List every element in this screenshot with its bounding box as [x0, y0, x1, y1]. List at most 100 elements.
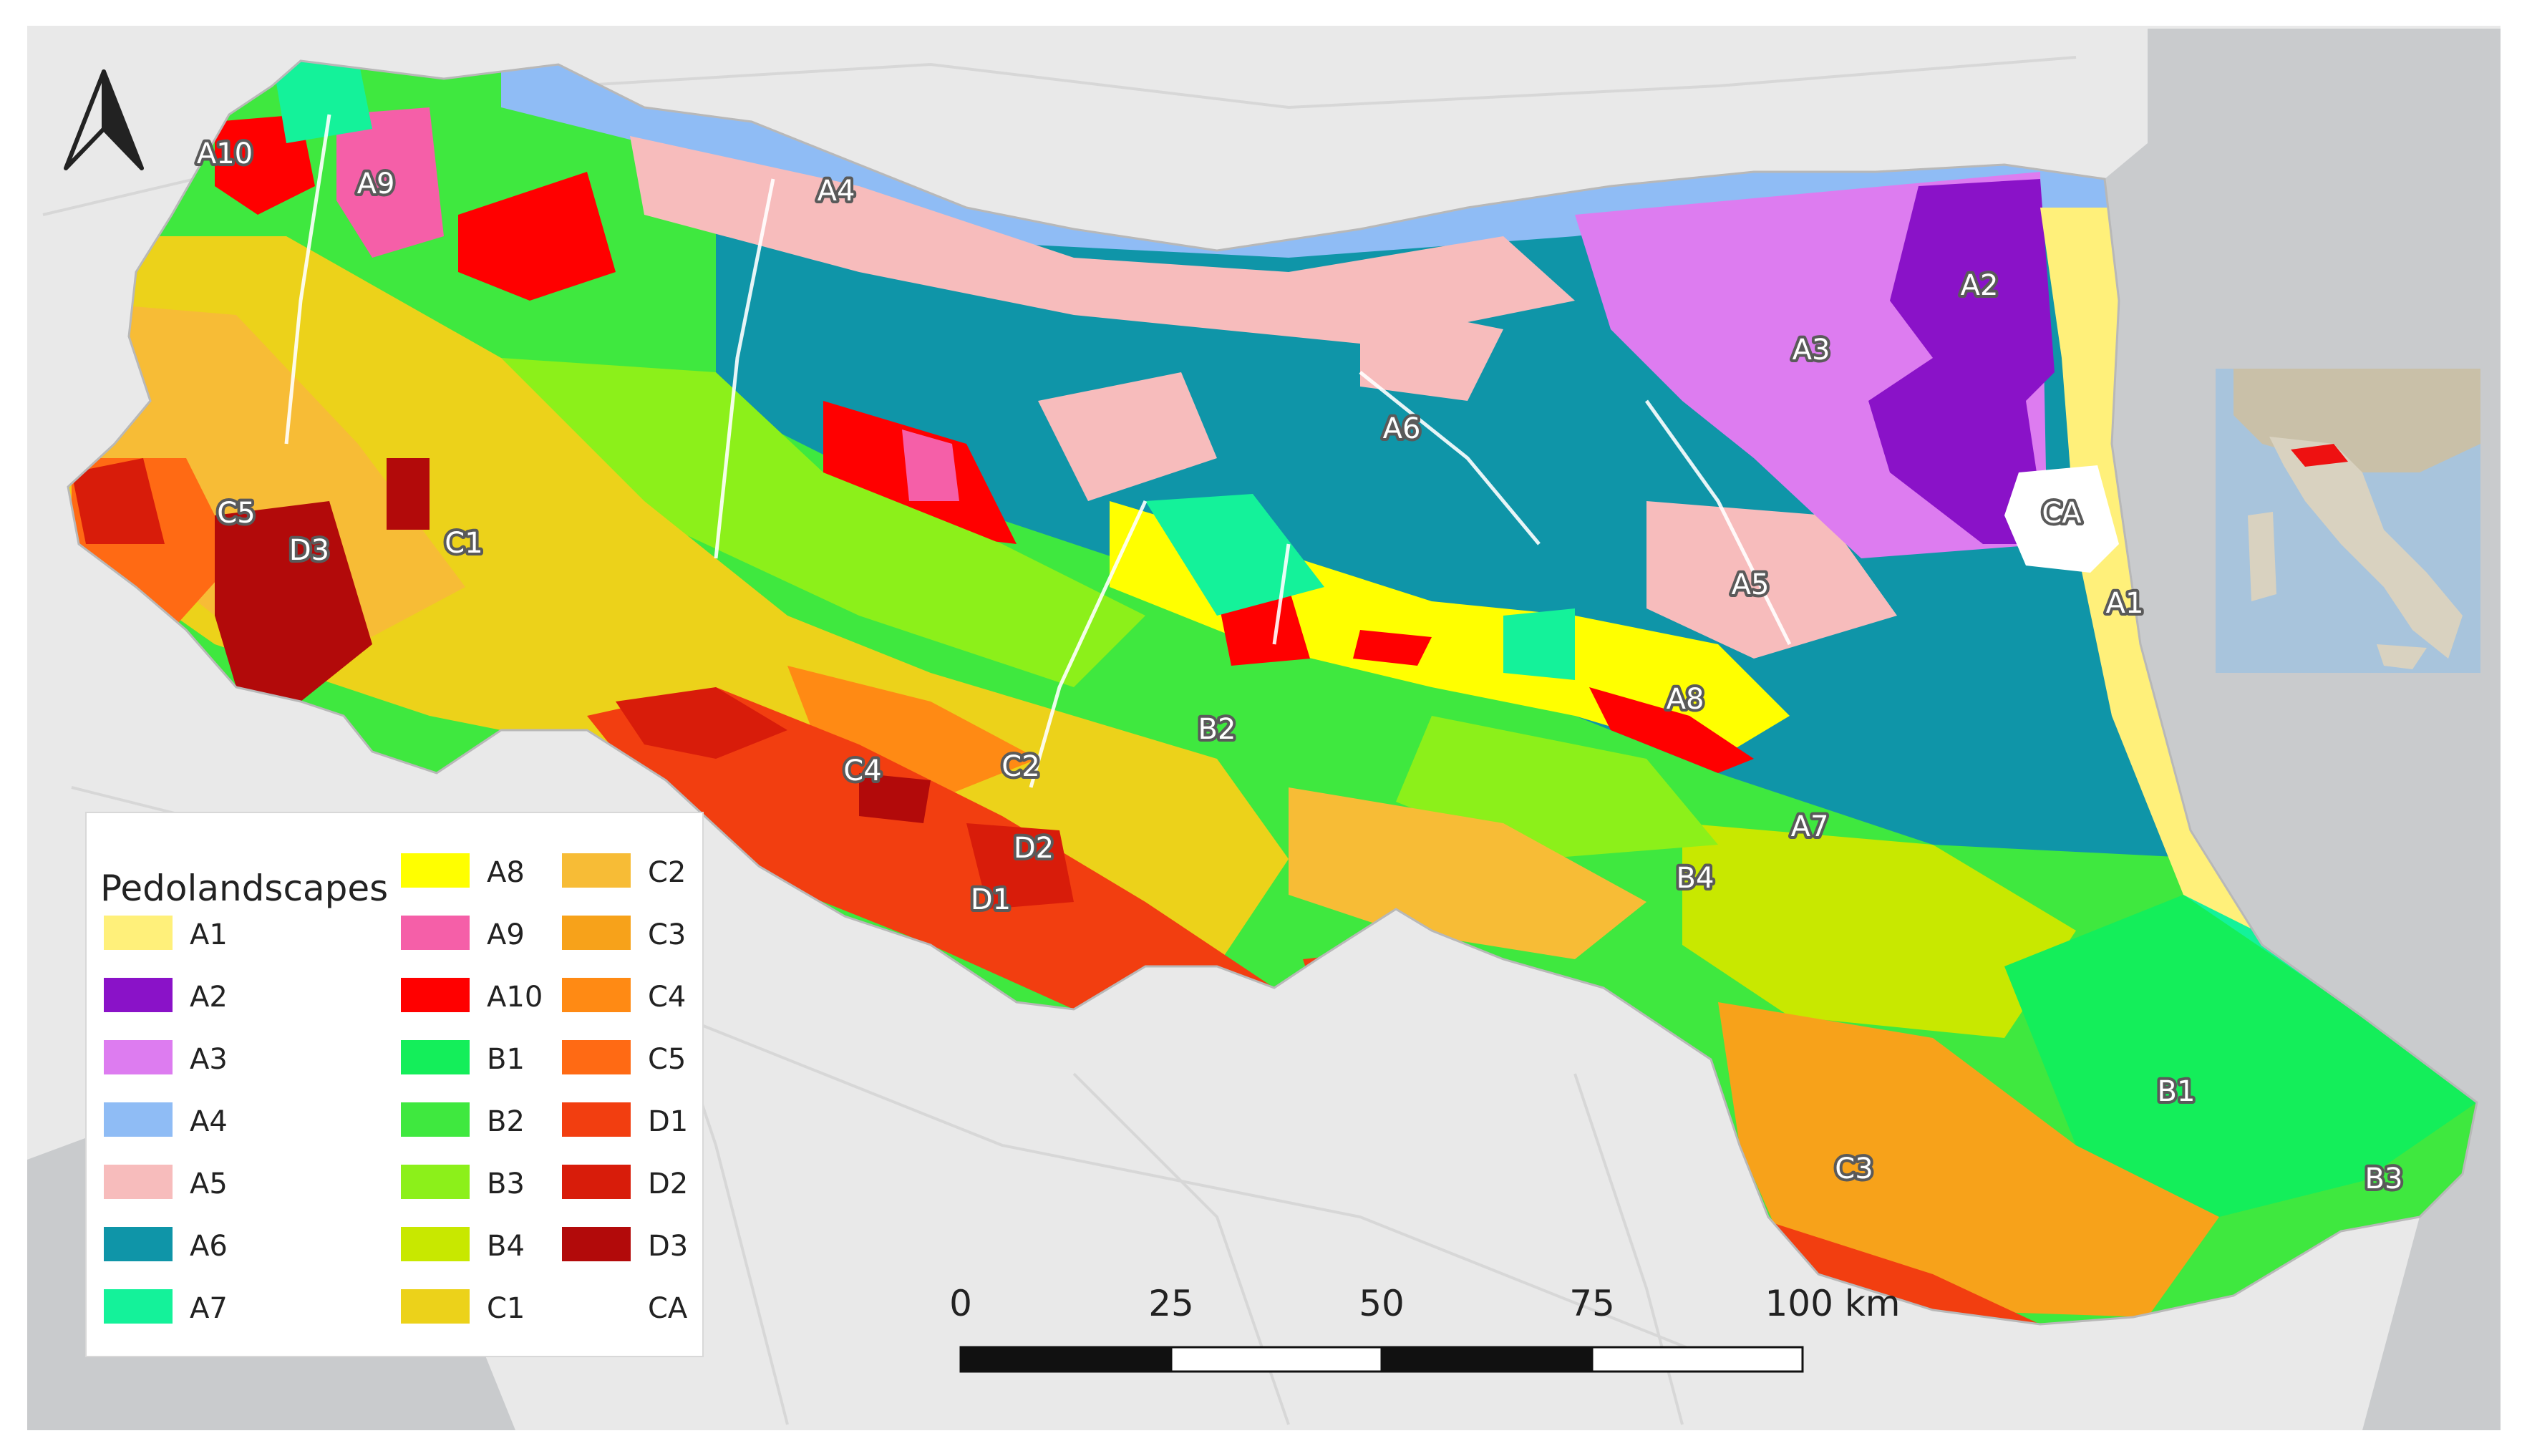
legend-label-ca: CA [648, 1292, 688, 1325]
legend-swatch-a1 [104, 916, 173, 950]
legend-label-a10: A10 [487, 981, 543, 1014]
zone-d1-east [1754, 1217, 2040, 1324]
map-label-a3: A3 [1793, 334, 1830, 367]
legend-label-a1: A1 [190, 918, 228, 951]
legend-swatch-a4 [104, 1102, 173, 1137]
legend-swatch-a6 [104, 1227, 173, 1261]
legend-swatch-c1 [401, 1289, 470, 1324]
legend-label-a7: A7 [190, 1292, 228, 1325]
zone-a9 [336, 107, 444, 258]
zone-d3 [215, 501, 372, 702]
legend-label-a9: A9 [487, 918, 525, 951]
zone-c3 [1718, 1002, 2219, 1317]
map-label-b1: B1 [2158, 1075, 2196, 1108]
zone-a2 [1868, 179, 2055, 544]
legend-label-a6: A6 [190, 1230, 228, 1263]
zone-a7-1 [272, 61, 372, 143]
rivers [284, 114, 1792, 788]
scale-seg-4 [1591, 1346, 1804, 1373]
legend-label-b4: B4 [487, 1230, 525, 1263]
zone-b4 [1682, 823, 2076, 1038]
map-label-a7: A7 [1791, 810, 1829, 843]
scale-tick-50: 50 [1359, 1283, 1405, 1324]
map-label-b4: B4 [1677, 862, 1714, 895]
map-label-a1: A1 [2106, 587, 2144, 620]
zone-d2-1 [616, 687, 787, 759]
map-label-c1: C1 [445, 527, 482, 560]
legend-label-a5: A5 [190, 1168, 228, 1200]
zone-ca [2004, 465, 2119, 573]
legend-swatch-a8 [401, 853, 470, 888]
zone-a10-2 [458, 172, 616, 301]
zone-d2-west [72, 458, 165, 544]
legend-swatch-a10 [401, 978, 470, 1012]
legend-label-d1: D1 [648, 1105, 688, 1138]
legend-swatch-d3 [562, 1227, 631, 1261]
scale-tick-100: 100 km [1765, 1283, 1901, 1324]
legend-swatch-c5 [562, 1040, 631, 1074]
legend-label-c4: C4 [648, 981, 686, 1014]
map-label-d3: D3 [289, 534, 329, 567]
legend-label-b2: B2 [487, 1105, 525, 1138]
legend-swatch-a7 [104, 1289, 173, 1324]
legend-swatch-c2 [562, 853, 631, 888]
scale-seg-2 [1170, 1346, 1383, 1373]
zone-a10-5 [1353, 630, 1432, 666]
legend-swatch-c4 [562, 978, 631, 1012]
legend-items: A1 A2 A3 A4 A5 A6 A7 A8 A9 A10 B1 B2 B3 B4 C1 C2 C3 C4 C5 D… [104, 853, 688, 1325]
legend-swatch-b3 [401, 1165, 470, 1199]
legend-box [85, 812, 704, 1357]
zone-a7-3 [1503, 608, 1575, 680]
map-label-ca: CA [2042, 497, 2082, 530]
legend-label-a2: A2 [190, 981, 228, 1014]
legend-swatch-b4 [401, 1227, 470, 1261]
map-label-c5: C5 [217, 497, 255, 530]
map-label-a5: A5 [1732, 568, 1770, 601]
zone-a9-2 [902, 429, 959, 501]
scale-tick-75: 75 [1569, 1283, 1615, 1324]
legend-swatch-b1 [401, 1040, 470, 1074]
legend-label-d3: D3 [648, 1230, 688, 1263]
scale-seg-3 [1380, 1346, 1594, 1373]
legend-label-d2: D2 [648, 1168, 688, 1200]
map-label-a4: A4 [818, 175, 855, 208]
zone-a5-mid [1038, 372, 1217, 501]
scale-tick-25: 25 [1148, 1283, 1194, 1324]
zone-d3-2 [387, 458, 430, 530]
legend: Pedolandscapes A1 A2 A3 A4 A5 A6 A7 A8 A9 A10 B1 B2… [85, 812, 704, 1357]
legend-swatch-a9 [401, 916, 470, 950]
map-label-a8: A8 [1667, 683, 1704, 716]
legend-swatch-a3 [104, 1040, 173, 1074]
map-label-c2: C2 [1001, 750, 1039, 783]
legend-swatch-b2 [401, 1102, 470, 1137]
legend-swatch-a5 [104, 1165, 173, 1199]
zone-d3-3 [859, 773, 931, 823]
map-label-a9: A9 [357, 168, 395, 200]
scale-tick-0: 0 [949, 1283, 972, 1324]
legend-label-c2: C2 [648, 856, 686, 889]
legend-label-a3: A3 [190, 1043, 228, 1076]
legend-swatch-a2 [104, 978, 173, 1012]
zone-d2-2 [966, 823, 1074, 909]
italy-locator-icon [2216, 369, 2480, 673]
north-arrow-icon [64, 69, 144, 170]
legend-label-b3: B3 [487, 1168, 525, 1200]
map-label-d2: D2 [1014, 832, 1054, 865]
map-label-b2: B2 [1198, 713, 1236, 746]
legend-label-c5: C5 [648, 1043, 686, 1076]
zone-d1 [587, 687, 1274, 1045]
zone-c2-2 [1289, 787, 1646, 959]
legend-label-b1: B1 [487, 1043, 525, 1076]
legend-label-c3: C3 [648, 918, 686, 951]
zone-a5-mid2 [1360, 301, 1503, 401]
legend-title: Pedolandscapes [100, 868, 388, 909]
legend-label-c1: C1 [487, 1292, 525, 1325]
zone-b3 [501, 358, 1145, 687]
zone-a10-6 [1589, 687, 1754, 773]
zone-a5-north [630, 136, 1575, 344]
map-label-b3: B3 [2365, 1163, 2403, 1195]
map-label-a6: A6 [1383, 412, 1421, 445]
zone-a7-2 [1145, 494, 1324, 616]
